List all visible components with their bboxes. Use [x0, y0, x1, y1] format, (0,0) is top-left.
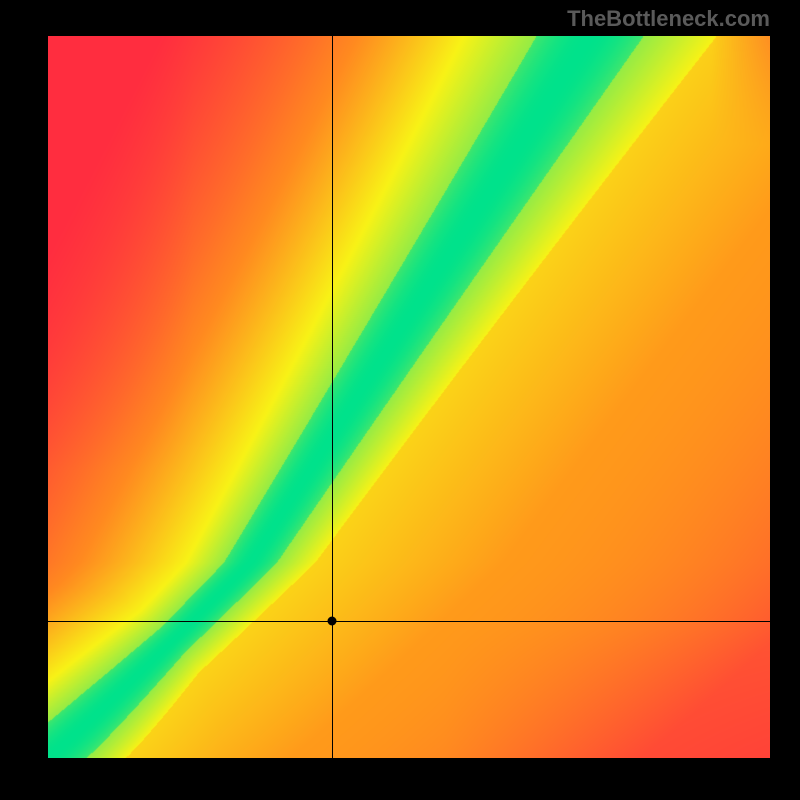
- crosshair-marker-dot: [328, 616, 337, 625]
- heatmap-plot: [48, 36, 770, 758]
- heatmap-canvas: [48, 36, 770, 758]
- crosshair-vertical: [332, 36, 333, 758]
- watermark-text: TheBottleneck.com: [567, 6, 770, 32]
- crosshair-horizontal: [48, 621, 770, 622]
